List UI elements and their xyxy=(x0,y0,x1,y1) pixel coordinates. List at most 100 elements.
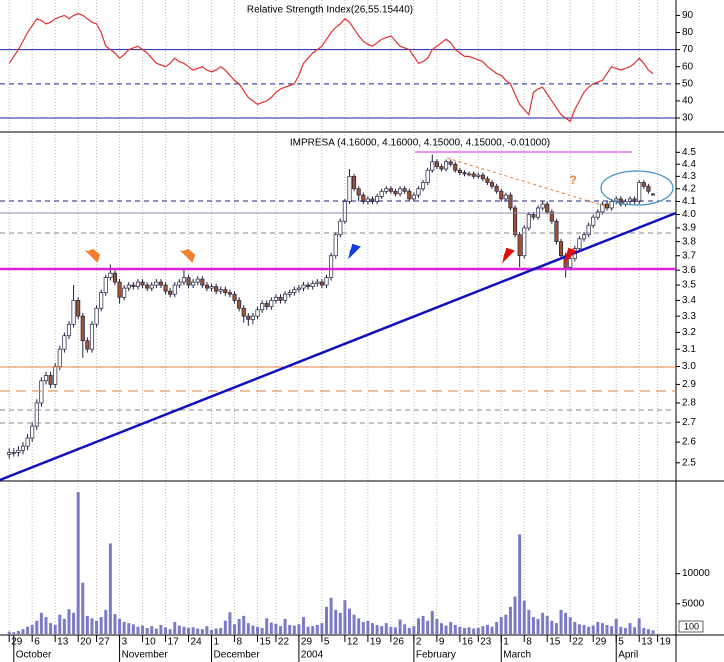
volume-bar xyxy=(554,623,558,634)
volume-bar xyxy=(168,629,172,634)
volume-bar xyxy=(568,617,572,634)
volume-bar xyxy=(357,618,361,634)
x-tick-label: 6 xyxy=(34,637,40,648)
candle-body xyxy=(264,303,269,307)
candle-body xyxy=(558,241,564,257)
candle-body xyxy=(292,289,297,294)
y-tick-label: 5000 xyxy=(682,598,705,609)
candle-body xyxy=(126,284,131,289)
y-tick-label: 2.7 xyxy=(682,417,696,428)
x-tick-label: 27 xyxy=(99,637,111,648)
candle-body xyxy=(149,284,154,289)
candle-body xyxy=(273,296,278,301)
volume-bar xyxy=(223,620,227,634)
candle-body xyxy=(333,234,338,257)
candle-body xyxy=(200,278,205,286)
y-tick-label: 3.1 xyxy=(682,344,696,355)
volume-bar xyxy=(628,623,632,634)
candle-body xyxy=(618,198,623,205)
highlight-ellipse xyxy=(600,170,674,206)
candle-body xyxy=(287,292,292,295)
volume-bar xyxy=(200,629,204,634)
volume-bar xyxy=(550,620,554,634)
volume-bar xyxy=(370,623,374,634)
volume-bar xyxy=(292,625,296,634)
x-tick-label: 22 xyxy=(278,637,290,648)
volume-bar xyxy=(591,625,595,634)
candle-body xyxy=(122,287,127,298)
y-tick-label: 4.5 xyxy=(682,147,696,158)
volume-bar xyxy=(375,624,379,634)
volume-bar xyxy=(242,615,246,634)
candle-body xyxy=(365,198,370,202)
volume-bar xyxy=(439,623,443,634)
volume-bar xyxy=(495,621,499,634)
volume-bar xyxy=(320,623,324,634)
candle-body xyxy=(11,452,16,454)
candle-body xyxy=(204,284,209,289)
x-tick-label: 1 xyxy=(214,637,220,648)
volume-bar xyxy=(407,627,411,634)
volume-bar xyxy=(646,629,650,634)
candle-body xyxy=(296,287,301,290)
volume-bar xyxy=(311,626,315,634)
y-tick-label: 2.6 xyxy=(682,437,696,448)
candle-body xyxy=(384,188,389,192)
volume-bar xyxy=(504,614,508,634)
volume-bar xyxy=(7,631,11,634)
x-tick-label: 22 xyxy=(572,637,584,648)
volume-bar xyxy=(205,626,209,634)
volume-bar xyxy=(118,618,122,634)
y-tick-label: 3.5 xyxy=(682,280,696,291)
month-label: March xyxy=(503,650,531,661)
volume-bar xyxy=(389,626,393,634)
volume-bar xyxy=(49,623,53,634)
volume-bar xyxy=(21,629,25,634)
volume-bar xyxy=(577,624,581,634)
volume-bar xyxy=(325,606,329,634)
volume-bar xyxy=(269,622,273,634)
candle-body xyxy=(85,340,90,350)
volume-bar xyxy=(30,624,34,634)
x-tick-label: 16 xyxy=(462,637,474,648)
candle-body xyxy=(352,175,357,190)
volume-bar xyxy=(53,624,57,634)
x-tick-label: 20 xyxy=(80,637,92,648)
volume-bar xyxy=(361,621,365,634)
volume-bar xyxy=(76,492,80,634)
month-label: November xyxy=(122,650,169,661)
volume-bar xyxy=(288,624,292,634)
volume-bar xyxy=(85,615,89,634)
candle-body xyxy=(595,211,600,218)
candle-body xyxy=(650,193,656,196)
volume-bar xyxy=(159,624,163,634)
volume-bar xyxy=(587,626,591,634)
volume-bar xyxy=(26,626,30,634)
x-tick-label: 19 xyxy=(660,637,672,648)
candle-body xyxy=(540,203,545,209)
candle-body xyxy=(324,277,329,286)
candle-body xyxy=(246,315,251,320)
y-tick-label: 4.0 xyxy=(682,209,696,220)
candle-body xyxy=(549,211,554,222)
x-tick-label: 8 xyxy=(237,637,243,648)
candle-body xyxy=(393,190,398,195)
volume-bar xyxy=(582,624,586,634)
candle-body xyxy=(310,283,315,287)
volume-bar xyxy=(600,623,604,634)
volume-bar xyxy=(458,626,462,634)
candle-body xyxy=(462,172,467,175)
volume-bar xyxy=(426,620,430,634)
y-tick-label: 30 xyxy=(682,113,694,124)
volume-bar xyxy=(518,534,522,634)
x-tick-label: 29 xyxy=(595,637,607,648)
x-tick-label: 13 xyxy=(641,637,653,648)
candle-body xyxy=(16,449,21,453)
candle-body xyxy=(508,194,513,209)
candle-body xyxy=(425,169,430,183)
volume-bar xyxy=(614,618,618,634)
y-tick-label: 3.6 xyxy=(682,265,696,276)
volume-bar xyxy=(228,612,232,634)
y-tick-label: 10000 xyxy=(682,568,710,579)
